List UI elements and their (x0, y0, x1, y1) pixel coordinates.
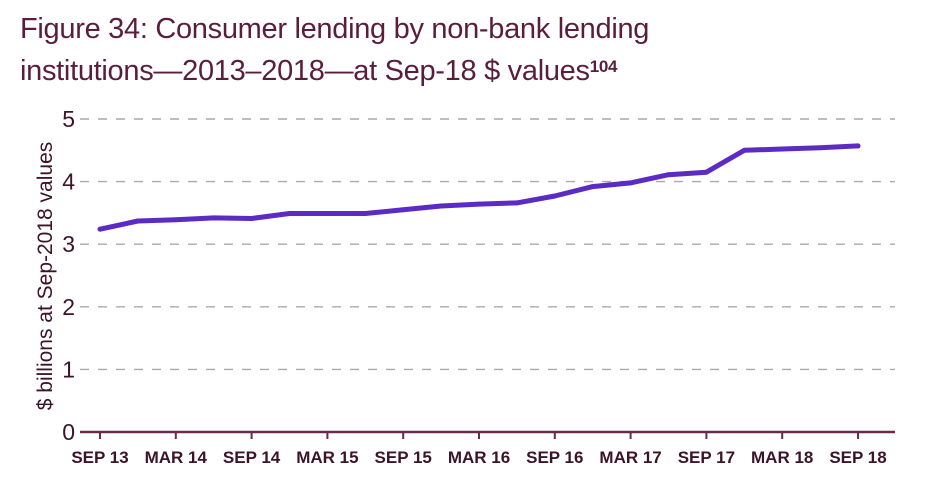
y-tick-label: 4 (62, 169, 75, 195)
data-point (287, 211, 292, 216)
data-point (552, 193, 558, 199)
x-tick-label: MAR 15 (296, 448, 358, 467)
x-tick-label: SEP 18 (829, 448, 886, 467)
data-point (741, 147, 747, 153)
y-tick-labels: 0 1 2 3 4 5 (62, 106, 75, 445)
series-layer (97, 143, 861, 232)
x-tick-labels: SEP 13 MAR 14 SEP 14 MAR 15 SEP 15 MAR 16 SEP … (71, 448, 886, 467)
x-tick-label: SEP 14 (223, 448, 281, 467)
data-point (249, 216, 255, 221)
data-point (400, 207, 406, 213)
gridlines (80, 118, 895, 371)
x-tick-label: MAR 16 (448, 448, 510, 467)
data-point (97, 226, 103, 232)
y-axis-label: $ billions at Sep-2018 values (34, 142, 57, 411)
footnote-reference: 104 (589, 57, 618, 76)
x-tick-label: MAR 14 (145, 448, 208, 467)
y-tick-label: 3 (62, 231, 75, 257)
axes (80, 430, 895, 439)
chart-title-line-1: Figure 34: Consumer lending by non-bank … (20, 13, 650, 45)
data-point (135, 218, 141, 224)
y-tick-label: 0 (62, 419, 75, 445)
x-tick-label: MAR 17 (599, 448, 661, 467)
data-point (173, 217, 179, 223)
data-point (514, 200, 520, 206)
data-point (362, 211, 368, 216)
y-tick-label: 5 (62, 106, 75, 132)
x-tick-label: MAR 18 (751, 448, 813, 467)
x-tick-label: SEP 13 (71, 448, 128, 467)
data-point (817, 145, 823, 151)
y-tick-label: 2 (62, 294, 75, 320)
data-point (779, 146, 785, 152)
chart-title: Figure 34: Consumer lending by non-bank … (20, 8, 900, 92)
x-tick-label: SEP 17 (678, 448, 735, 467)
chart-title-line-2-text: institutions—2013–2018—at Sep-18 $ value… (20, 55, 590, 87)
x-tick-label: SEP 16 (526, 448, 583, 467)
data-point (855, 143, 861, 149)
data-point (590, 184, 596, 190)
data-point (211, 215, 217, 221)
y-tick-label: 1 (62, 356, 75, 382)
data-point (476, 201, 482, 207)
x-tick-label: SEP 15 (375, 448, 432, 467)
chart-title-line-2: institutions—2013–2018—at Sep-18 $ value… (20, 50, 900, 92)
data-point (666, 172, 671, 178)
data-point (325, 211, 330, 216)
data-point (704, 169, 709, 175)
data-point (438, 203, 444, 209)
data-point (628, 180, 633, 186)
